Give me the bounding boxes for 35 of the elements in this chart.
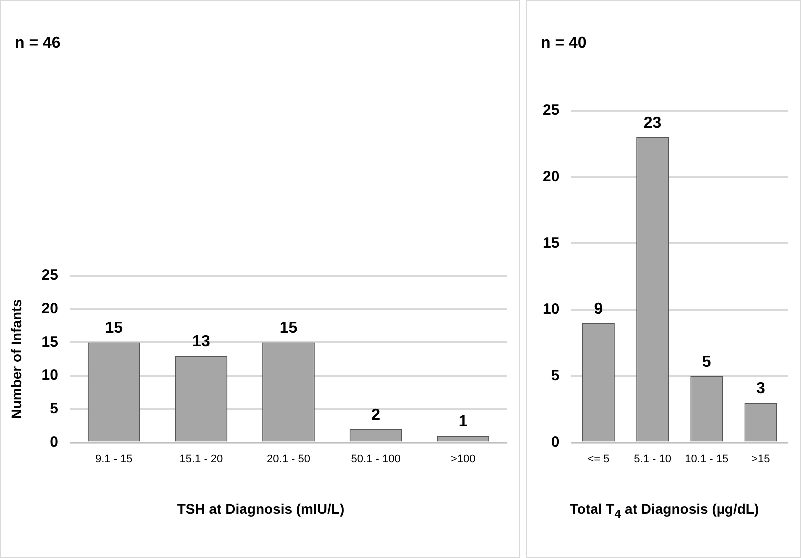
data-label: 15 xyxy=(280,320,298,338)
y-tick-label: 5 xyxy=(50,400,58,418)
y-tick-label: 0 xyxy=(551,434,560,451)
data-label: 9 xyxy=(594,300,604,318)
y-tick-label: 5 xyxy=(551,368,560,385)
x-tick-label: <= 5 xyxy=(588,453,610,466)
data-label: 23 xyxy=(644,114,662,132)
y-tick-label: 20 xyxy=(542,168,560,186)
data-label: 2 xyxy=(372,406,381,424)
y-tick-label: 25 xyxy=(42,267,58,284)
y-tick-label: 10 xyxy=(542,301,560,318)
x-tick-label: 10.1 - 15 xyxy=(685,453,729,466)
y-tick-label: 0 xyxy=(50,434,58,451)
chart-title: n = 46 xyxy=(15,35,61,53)
x-tick-label: 20.1 - 50 xyxy=(267,453,310,466)
x-tick-label: >100 xyxy=(450,453,476,466)
x-axis-title: TSH at Diagnosis (mIU/L) xyxy=(176,501,346,517)
y-tick-label: 25 xyxy=(542,102,560,120)
x-tick-label: 15.1 - 20 xyxy=(180,453,224,466)
chart-title: n = 40 xyxy=(541,35,587,53)
x-axis-title: Total T$_{4}$ at Diagnosis (µg/dL) xyxy=(568,501,760,521)
y-tick-label: 20 xyxy=(42,300,58,318)
x-tick-label: 9.1 - 15 xyxy=(95,453,133,466)
y-tick-label: 15 xyxy=(42,334,58,351)
x-tick-label: >15 xyxy=(752,453,770,466)
x-tick-label: 50.1 - 100 xyxy=(351,453,401,466)
data-label: 3 xyxy=(756,380,766,398)
data-label: 1 xyxy=(458,414,468,431)
y-tick-label: 15 xyxy=(542,234,560,252)
data-label: 13 xyxy=(192,333,210,350)
y-tick-label: 10 xyxy=(42,367,58,384)
data-label: 5 xyxy=(702,354,712,371)
data-label: 15 xyxy=(105,320,124,338)
y-axis-title: Number of Infants xyxy=(8,299,24,420)
x-tick-label: 5.1 - 10 xyxy=(634,453,672,466)
